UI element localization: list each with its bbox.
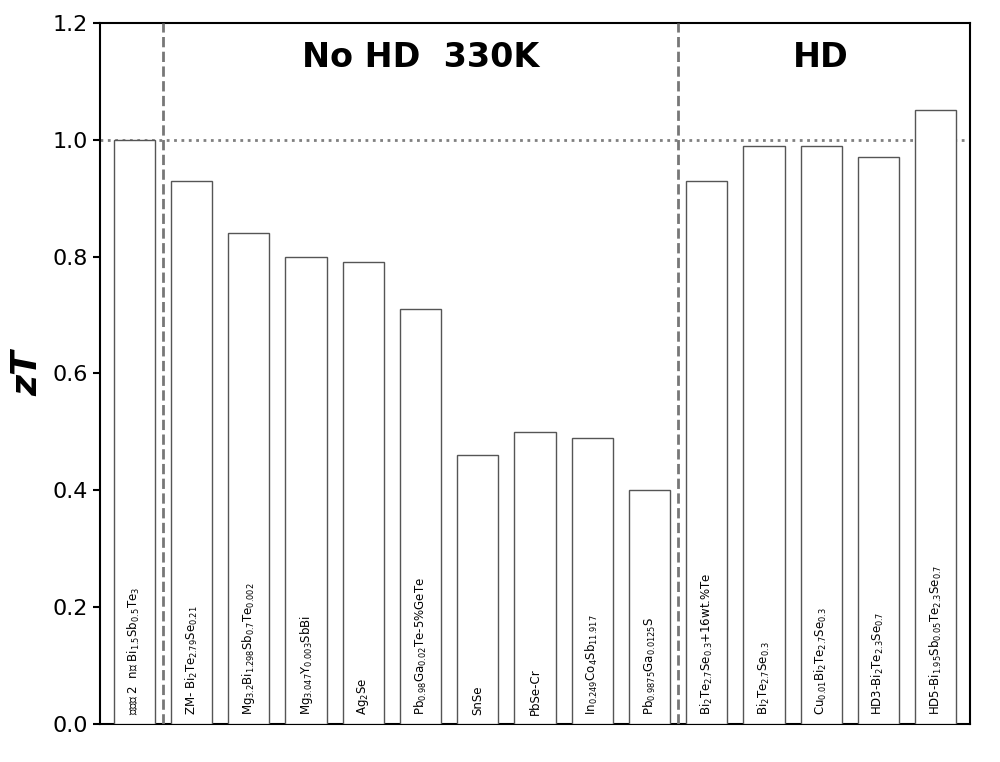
Text: Bi$_2$Te$_{2.7}$Se$_{0.3}$: Bi$_2$Te$_{2.7}$Se$_{0.3}$ — [756, 642, 772, 715]
Bar — [858, 157, 899, 724]
Text: In$_{0.249}$Co$_4$Sb$_{11.917}$: In$_{0.249}$Co$_4$Sb$_{11.917}$ — [584, 614, 600, 715]
Text: Bi$_2$Te$_{2.7}$Se$_{0.3}$+16wt.%Te: Bi$_2$Te$_{2.7}$Se$_{0.3}$+16wt.%Te — [699, 573, 715, 715]
Text: Cu$_{0.01}$Bi$_2$Te$_{2.7}$Se$_{0.3}$: Cu$_{0.01}$Bi$_2$Te$_{2.7}$Se$_{0.3}$ — [813, 607, 829, 715]
Bar — [457, 455, 498, 724]
Bar — [343, 262, 384, 724]
Text: Ag$_2$Se: Ag$_2$Se — [355, 678, 371, 715]
Bar — [801, 146, 842, 724]
Bar — [400, 309, 441, 724]
Y-axis label: zT: zT — [10, 351, 44, 396]
Bar — [514, 432, 556, 724]
Text: Pb$_{0.98}$Ga$_{0.02}$Te-5%GeTe: Pb$_{0.98}$Ga$_{0.02}$Te-5%GeTe — [412, 578, 429, 715]
Bar — [285, 257, 327, 724]
Text: No HD  330K: No HD 330K — [302, 41, 539, 75]
Bar — [743, 146, 785, 724]
Text: Mg$_{3.047}$Y$_{0.003}$SbBi: Mg$_{3.047}$Y$_{0.003}$SbBi — [298, 615, 315, 715]
Text: ZM- Bi$_2$Te$_{2.79}$Se$_{0.21}$: ZM- Bi$_2$Te$_{2.79}$Se$_{0.21}$ — [184, 606, 200, 715]
Text: HD: HD — [793, 41, 849, 75]
Bar — [228, 233, 269, 724]
Text: HD5-Bi$_{1.95}$Sb$_{0.05}$Te$_{2.3}$Se$_{0.7}$: HD5-Bi$_{1.95}$Sb$_{0.05}$Te$_{2.3}$Se$_… — [928, 565, 944, 715]
Text: SnSe: SnSe — [471, 686, 484, 715]
Bar — [114, 139, 155, 724]
Bar — [629, 490, 670, 724]
Bar — [572, 437, 613, 724]
Text: PbSe-Cr: PbSe-Cr — [528, 668, 542, 715]
Bar — [686, 181, 727, 724]
Text: Pb$_{0.9875}$Ga$_{0.0125}$S: Pb$_{0.9875}$Ga$_{0.0125}$S — [641, 617, 658, 715]
Bar — [171, 181, 212, 724]
Bar — [915, 110, 956, 724]
Text: Mg$_{3.2}$Bi$_{1.298}$Sb$_{0.7}$Te$_{0.002}$: Mg$_{3.2}$Bi$_{1.298}$Sb$_{0.7}$Te$_{0.0… — [240, 583, 257, 715]
Text: HD3-Bi$_2$Te$_{2.3}$Se$_{0.7}$: HD3-Bi$_2$Te$_{2.3}$Se$_{0.7}$ — [870, 612, 886, 715]
Text: 实施例 2  n型 Bi$_{1.5}$Sb$_{0.5}$Te$_3$: 实施例 2 n型 Bi$_{1.5}$Sb$_{0.5}$Te$_3$ — [126, 587, 142, 715]
